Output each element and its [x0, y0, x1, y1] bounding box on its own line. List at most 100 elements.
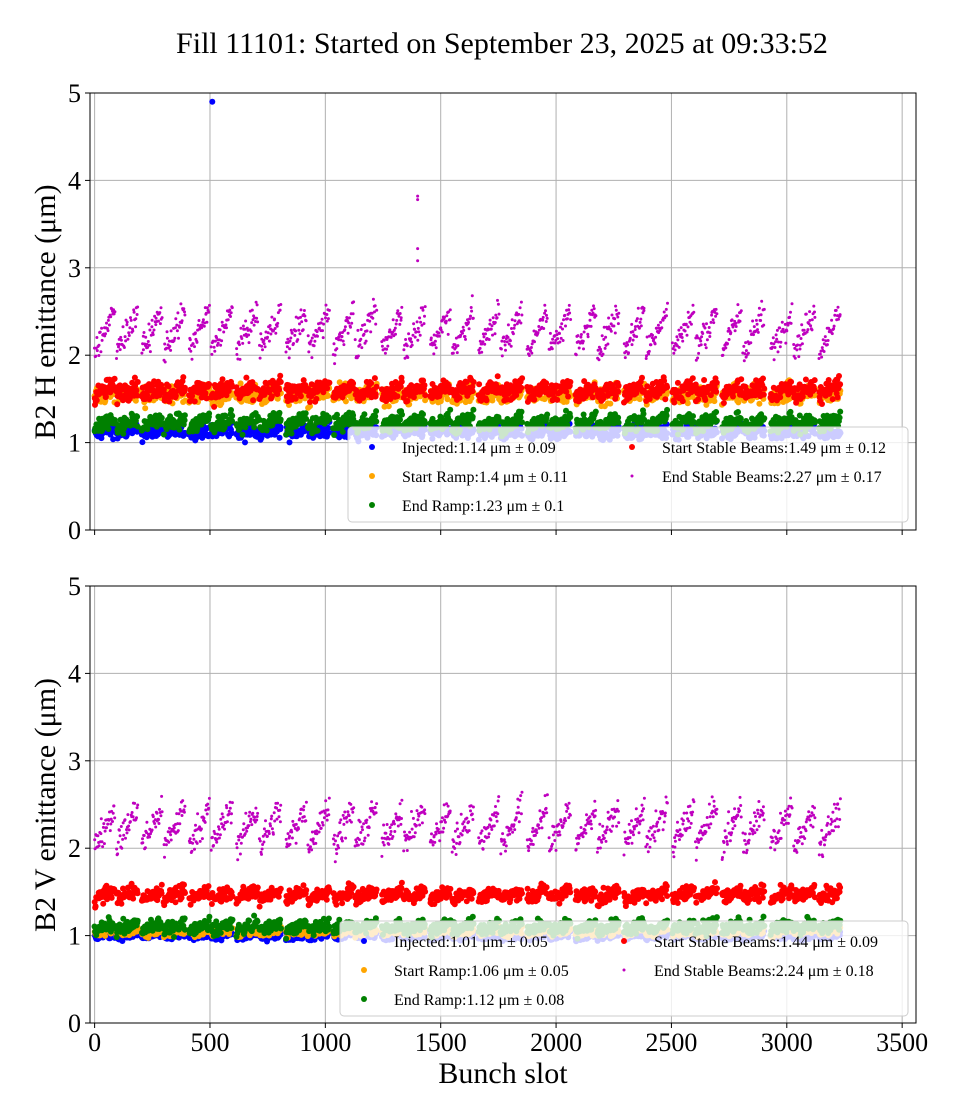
data-point [174, 317, 178, 321]
data-point [284, 350, 288, 354]
data-point [276, 434, 283, 441]
data-point [321, 329, 324, 333]
data-point [383, 351, 387, 355]
data-point [416, 326, 420, 330]
data-point [664, 406, 671, 413]
data-point [410, 340, 414, 344]
data-point [368, 319, 372, 323]
data-point [420, 411, 426, 418]
data-point [238, 343, 241, 347]
data-point [298, 322, 301, 326]
data-point [713, 388, 720, 395]
data-point [407, 332, 411, 336]
data-point [399, 411, 405, 418]
data-point [229, 412, 236, 419]
data-point [320, 317, 324, 321]
data-point [756, 400, 763, 407]
data-point [296, 338, 300, 342]
data-point [160, 316, 164, 320]
data-point [159, 306, 163, 310]
data-point [333, 362, 337, 366]
data-point [313, 395, 320, 402]
data-point [115, 357, 118, 360]
data-point [250, 308, 254, 312]
data-point [251, 424, 258, 431]
data-point [737, 415, 744, 422]
data-point [352, 300, 356, 304]
data-point [518, 384, 525, 391]
data-point [122, 346, 126, 349]
data-point [342, 398, 349, 405]
data-point [531, 396, 538, 403]
data-point [337, 335, 341, 339]
data-point [289, 336, 293, 340]
data-point [385, 403, 392, 410]
data-point [385, 347, 389, 351]
data-point [158, 311, 162, 315]
data-point [405, 344, 409, 348]
data-point [158, 415, 165, 421]
data-point [255, 303, 259, 307]
data-point [189, 349, 193, 353]
data-point [363, 323, 367, 327]
data-point [422, 392, 429, 399]
data-point [160, 431, 167, 438]
data-point [346, 331, 350, 335]
data-point [393, 326, 397, 330]
data-point [205, 306, 209, 310]
data-point [146, 340, 150, 343]
data-point [191, 342, 195, 346]
data-point [152, 328, 156, 332]
data-point [347, 321, 351, 325]
data-point [371, 297, 375, 301]
data-point [183, 310, 186, 314]
data-point [188, 338, 192, 342]
data-point [134, 317, 138, 321]
data-point [126, 337, 130, 341]
data-point [219, 343, 223, 347]
data-point [163, 360, 167, 364]
data-point [302, 410, 309, 417]
data-point [107, 323, 111, 327]
data-point [343, 328, 347, 332]
data-point [358, 343, 362, 347]
data-point [127, 331, 131, 335]
data-point [150, 318, 154, 322]
data-point [213, 349, 217, 353]
data-point [237, 340, 241, 344]
data-point [541, 396, 548, 403]
data-point [175, 329, 179, 333]
data-point [225, 326, 228, 330]
data-point [229, 315, 232, 318]
data-point [470, 406, 477, 413]
data-point [615, 382, 622, 389]
data-point [373, 408, 380, 415]
data-point [567, 414, 574, 420]
data-point [711, 398, 718, 405]
data-point [394, 332, 397, 336]
data-point [240, 337, 244, 340]
data-point [106, 329, 110, 333]
data-point [413, 327, 416, 331]
data-point [684, 400, 691, 407]
data-point [373, 418, 380, 425]
data-point [730, 393, 736, 400]
data-point [110, 436, 117, 443]
data-point [362, 332, 366, 336]
data-point [350, 321, 354, 325]
data-point [134, 379, 141, 385]
data-point [277, 372, 284, 379]
data-point [368, 380, 375, 387]
data-point [276, 409, 283, 416]
data-point [208, 303, 211, 307]
data-point [237, 380, 244, 387]
data-point [260, 344, 264, 348]
data-point [274, 331, 278, 335]
data-point [222, 330, 226, 334]
series-end-stable-beams [93, 294, 842, 366]
data-point [106, 318, 110, 322]
data-point [519, 375, 526, 382]
data-point [543, 380, 550, 387]
data-point [191, 398, 198, 405]
